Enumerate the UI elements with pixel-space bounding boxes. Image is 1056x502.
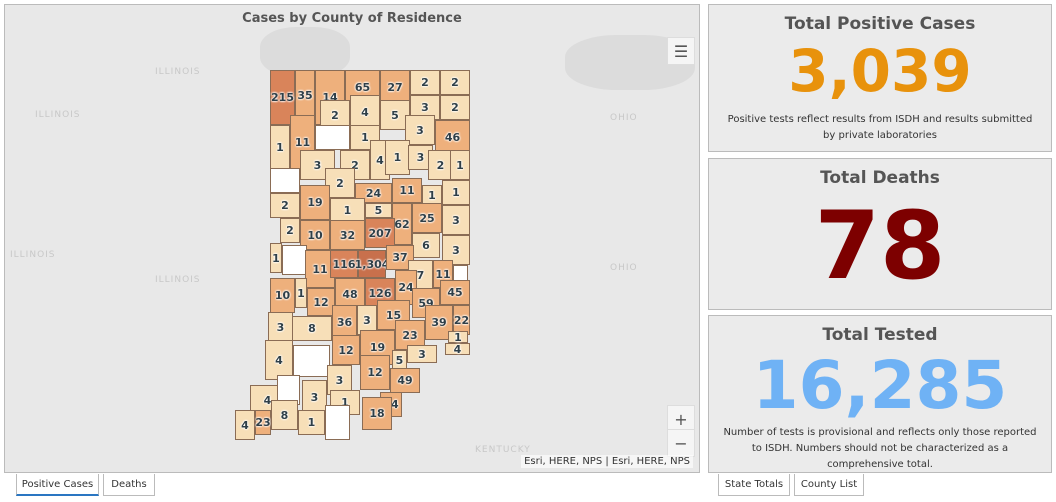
- card-note: Positive tests reflect results from ISDH…: [727, 114, 1033, 141]
- county[interactable]: 1: [442, 180, 470, 205]
- county[interactable]: 3: [407, 345, 437, 363]
- region-label: OHIO: [610, 263, 638, 273]
- county[interactable]: 8: [271, 400, 298, 430]
- total-deaths-card: Total Deaths 78: [708, 158, 1052, 310]
- county[interactable]: [270, 168, 300, 193]
- county[interactable]: 36: [332, 305, 357, 340]
- map-attribution: Esri, HERE, NPS | Esri, HERE, NPS: [521, 455, 693, 468]
- county[interactable]: 4: [235, 410, 255, 440]
- county[interactable]: 3: [405, 115, 435, 145]
- map-title: Cases by County of Residence: [242, 11, 462, 26]
- county[interactable]: 2: [325, 168, 355, 198]
- county[interactable]: 2: [340, 150, 370, 180]
- map-panel[interactable]: ILLINOIS ILLINOIS ILLINOIS ILLINOIS OHIO…: [4, 4, 700, 473]
- total-positive-card: Total Positive Cases 3,039 Positive test…: [708, 4, 1052, 152]
- county[interactable]: 12: [360, 355, 390, 390]
- list-legend-icon: ☰: [673, 41, 689, 61]
- county[interactable]: 3: [268, 312, 293, 342]
- card-title: Total Tested: [822, 325, 938, 345]
- region-label: ILLINOIS: [155, 67, 201, 77]
- region-label: ILLINOIS: [10, 250, 56, 260]
- county[interactable]: 48: [335, 278, 365, 310]
- county[interactable]: 1,304: [355, 250, 389, 278]
- card-title: Total Deaths: [820, 168, 940, 188]
- county[interactable]: 116: [330, 250, 358, 278]
- county[interactable]: 1: [450, 150, 470, 180]
- county[interactable]: [293, 345, 330, 377]
- tab-state-totals[interactable]: State Totals: [718, 474, 790, 496]
- zoom-out-button[interactable]: −: [667, 429, 695, 457]
- county[interactable]: [325, 405, 350, 440]
- county[interactable]: 10: [270, 278, 295, 313]
- county[interactable]: 45: [440, 280, 470, 305]
- card-value: 3,039: [788, 37, 972, 105]
- county[interactable]: [315, 125, 350, 150]
- region-label: OHIO: [610, 113, 638, 123]
- card-title: Total Positive Cases: [784, 14, 976, 34]
- county[interactable]: 18: [362, 397, 392, 430]
- county[interactable]: 12: [332, 335, 360, 365]
- county[interactable]: 35: [295, 70, 315, 120]
- county[interactable]: 32: [330, 220, 365, 250]
- county[interactable]: 37: [386, 245, 414, 270]
- county[interactable]: 2: [440, 95, 470, 120]
- county[interactable]: 2: [280, 218, 300, 243]
- county[interactable]: 5: [392, 350, 407, 370]
- county[interactable]: 3: [442, 205, 470, 235]
- county[interactable]: 6: [412, 233, 440, 258]
- county[interactable]: 1: [270, 125, 290, 170]
- county[interactable]: 5: [365, 203, 392, 218]
- county[interactable]: [282, 245, 307, 275]
- county[interactable]: 22: [453, 305, 470, 335]
- county[interactable]: 3: [302, 380, 327, 415]
- card-value: 78: [814, 192, 946, 301]
- county[interactable]: 2: [410, 70, 440, 95]
- county[interactable]: 8: [292, 316, 332, 341]
- legend-button[interactable]: ☰: [667, 37, 695, 65]
- county[interactable]: 1: [295, 278, 307, 308]
- lake-michigan: [260, 27, 350, 77]
- region-label: KENTUCKY: [475, 445, 531, 455]
- county[interactable]: 1: [385, 140, 410, 175]
- county[interactable]: 11: [392, 178, 422, 203]
- county[interactable]: 1: [270, 243, 282, 273]
- county[interactable]: 4: [265, 340, 293, 380]
- county[interactable]: 62: [392, 203, 412, 245]
- county[interactable]: 12: [307, 288, 335, 316]
- county[interactable]: 207: [365, 218, 395, 248]
- county[interactable]: 25: [412, 203, 442, 233]
- county[interactable]: 23: [255, 410, 271, 435]
- card-value: 16,285: [752, 347, 1008, 424]
- tab-positive-cases[interactable]: Positive Cases: [16, 474, 99, 496]
- tab-deaths[interactable]: Deaths: [103, 474, 155, 496]
- county[interactable]: 2: [428, 150, 453, 180]
- tab-county-list[interactable]: County List: [794, 474, 864, 496]
- county[interactable]: 4: [350, 95, 380, 130]
- county[interactable]: 1: [298, 410, 325, 435]
- county[interactable]: 1: [422, 185, 442, 205]
- county[interactable]: 2: [270, 193, 300, 218]
- county[interactable]: 4: [445, 343, 470, 356]
- region-label: ILLINOIS: [35, 110, 81, 120]
- county[interactable]: 2: [440, 70, 470, 95]
- county[interactable]: 49: [390, 368, 420, 393]
- total-tested-card: Total Tested 16,285 Number of tests is p…: [708, 315, 1052, 473]
- county[interactable]: 1: [448, 331, 468, 344]
- zoom-in-button[interactable]: +: [667, 405, 695, 433]
- card-note: Number of tests is provisional and refle…: [723, 427, 1037, 470]
- county[interactable]: 27: [380, 70, 410, 105]
- county[interactable]: 46: [435, 120, 470, 155]
- region-label: ILLINOIS: [155, 275, 201, 285]
- county[interactable]: 19: [300, 185, 330, 220]
